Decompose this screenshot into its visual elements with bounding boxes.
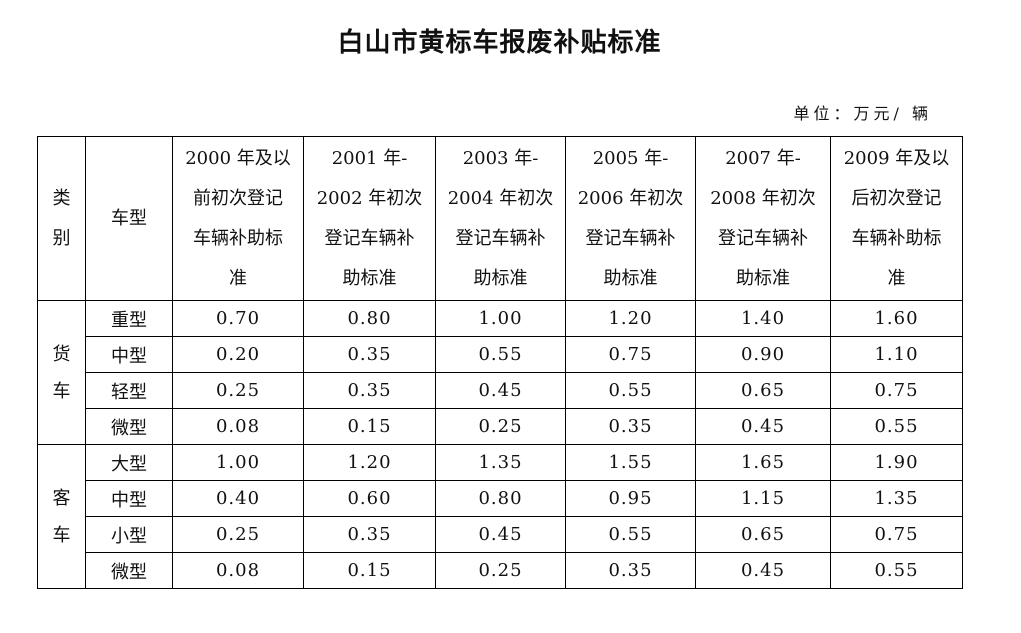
subsidy-value-cell: 1.35 [435,444,566,481]
header-year-2009: 2009 年及以 后初次登记 车辆补助标 准 [830,136,963,301]
category-cell-freight: 货 车 [37,300,86,445]
subsidy-value-cell: 0.25 [172,372,304,409]
header-year-2005-2006: 2005 年- 2006 年初次 登记车辆补 助标准 [565,136,696,301]
category-cell-passenger: 客 车 [37,444,86,589]
vehicle-type-cell: 微型 [85,408,173,445]
subsidy-value-cell: 0.45 [435,516,566,553]
subsidy-value-cell: 1.20 [303,444,436,481]
vehicle-type-cell: 重型 [85,300,173,337]
subsidy-value-cell: 0.90 [695,336,831,373]
subsidy-value-cell: 0.80 [303,300,436,337]
subsidy-value-cell: 0.20 [172,336,304,373]
header-year-2003-2004: 2003 年- 2004 年初次 登记车辆补 助标准 [435,136,566,301]
subsidy-value-cell: 0.35 [565,552,696,589]
subsidy-value-cell: 0.45 [695,408,831,445]
subsidy-value-cell: 0.55 [435,336,566,373]
subsidy-value-cell: 0.75 [565,336,696,373]
subsidy-value-cell: 0.60 [303,480,436,517]
subsidy-value-cell: 0.35 [303,516,436,553]
subsidy-value-cell: 0.08 [172,552,304,589]
subsidy-value-cell: 0.08 [172,408,304,445]
subsidy-value-cell: 0.15 [303,552,436,589]
table-row: 小型 0.25 0.35 0.45 0.55 0.65 0.75 [38,516,963,553]
table-row: 货 车 重型 0.70 0.80 1.00 1.20 1.40 1.60 [37,300,963,445]
table-row: 轻型 0.25 0.35 0.45 0.55 0.65 0.75 [38,372,963,409]
subsidy-value-cell: 0.25 [435,552,566,589]
subsidy-value-cell: 1.90 [830,444,963,481]
subsidy-value-cell: 0.70 [172,300,304,337]
table-row: 中型 0.40 0.60 0.80 0.95 1.15 1.35 [38,480,963,517]
vehicle-type-cell: 大型 [85,444,173,481]
table-row: 微型 0.08 0.15 0.25 0.35 0.45 0.55 [38,408,963,445]
subsidy-value-cell: 1.65 [695,444,831,481]
subsidy-value-cell: 0.55 [565,372,696,409]
subsidy-value-cell: 0.55 [565,516,696,553]
subsidy-value-cell: 0.35 [303,336,436,373]
subsidy-value-cell: 1.20 [565,300,696,337]
subsidy-value-cell: 0.55 [830,552,963,589]
subsidy-value-cell: 0.55 [830,408,963,445]
table-row: 中型 0.20 0.35 0.55 0.75 0.90 1.10 [38,336,963,373]
subsidy-value-cell: 0.75 [830,516,963,553]
vehicle-type-cell: 中型 [85,336,173,373]
subsidy-value-cell: 1.35 [830,480,963,517]
subsidy-value-cell: 1.00 [435,300,566,337]
vehicle-type-cell: 中型 [85,480,173,517]
subsidy-value-cell: 0.35 [303,372,436,409]
subsidy-value-cell: 0.25 [435,408,566,445]
subsidy-value-cell: 1.00 [172,444,304,481]
header-category: 类 别 [37,136,86,301]
subsidy-value-cell: 0.95 [565,480,696,517]
subsidy-value-cell: 0.45 [695,552,831,589]
subsidy-value-cell: 0.40 [172,480,304,517]
subsidy-value-cell: 1.40 [695,300,831,337]
subsidy-value-cell: 1.55 [565,444,696,481]
subsidy-value-cell: 1.10 [830,336,963,373]
page-title: 白山市黄标车报废补贴标准 [337,28,662,58]
unit-note: 单位：万元/ 辆 [793,104,932,123]
subsidy-table: 类 别 车型 2000 年及以 前初次登记 车辆补助标 准 2001 年- 20… [37,136,963,589]
header-year-2007-2008: 2007 年- 2008 年初次 登记车辆补 助标准 [695,136,831,301]
subsidy-value-cell: 0.65 [695,516,831,553]
table-row: 微型 0.08 0.15 0.25 0.35 0.45 0.55 [38,552,963,589]
header-year-2001-2002: 2001 年- 2002 年初次 登记车辆补 助标准 [303,136,436,301]
vehicle-type-cell: 小型 [85,516,173,553]
header-vehicle-type: 车型 [85,136,173,301]
subsidy-value-cell: 0.35 [565,408,696,445]
header-row: 类 别 车型 2000 年及以 前初次登记 车辆补助标 准 2001 年- 20… [37,136,963,301]
header-year-2000: 2000 年及以 前初次登记 车辆补助标 准 [172,136,304,301]
vehicle-type-cell: 轻型 [85,372,173,409]
subsidy-value-cell: 0.80 [435,480,566,517]
vehicle-type-cell: 微型 [85,552,173,589]
subsidy-value-cell: 1.60 [830,300,963,337]
subsidy-value-cell: 0.65 [695,372,831,409]
subsidy-value-cell: 0.45 [435,372,566,409]
subsidy-value-cell: 0.25 [172,516,304,553]
table-row: 客 车 大型 1.00 1.20 1.35 1.55 1.65 1.90 [37,444,963,589]
subsidy-value-cell: 0.75 [830,372,963,409]
subsidy-value-cell: 0.15 [303,408,436,445]
subsidy-value-cell: 1.15 [695,480,831,517]
